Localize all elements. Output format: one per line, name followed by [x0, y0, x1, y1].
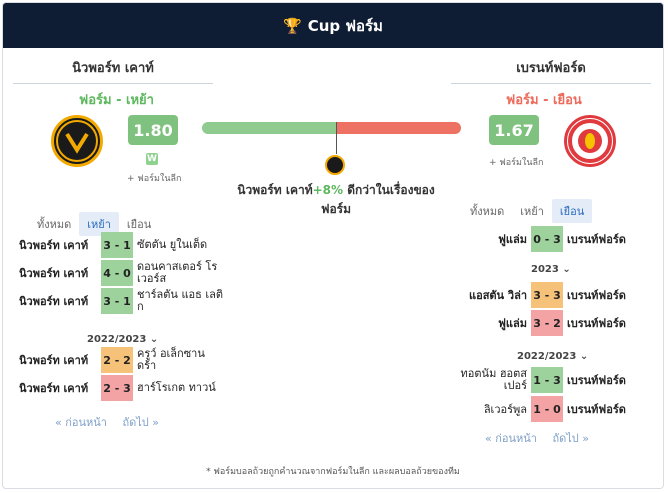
prev-page-link[interactable]: « ก่อนหน้า — [485, 432, 537, 445]
match-row[interactable]: แอสตัน วิล่า 3 - 3 เบรนท์ฟอร์ด — [455, 282, 626, 308]
away-form-label: ฟอร์ม - เยือน — [506, 93, 582, 108]
match-home: นิวพอร์ท เคาท์ — [19, 354, 89, 367]
match-opponent: ดอนคาสเตอร์ โรเวอร์ส — [137, 260, 218, 285]
match-home: นิวพอร์ท เคาท์ — [19, 239, 89, 252]
match-row[interactable]: นิวพอร์ท เคาท์ 3 - 1 ชาร์ลตัน แอธ เลติก — [19, 288, 227, 314]
match-row[interactable]: นิวพอร์ท เคาท์ 3 - 1 ซัตตัน ยูในเต็ด — [19, 232, 227, 258]
verdict-pct: +8% — [312, 183, 344, 197]
next-page-link[interactable]: ถัดไป » — [552, 432, 590, 445]
away-team-logo — [564, 115, 616, 167]
verdict-text: ดีกว่าในเรื่องของ — [343, 183, 435, 197]
match-home: ฟูแล่ม — [498, 233, 527, 246]
home-team-name: นิวพอร์ท เคาท์ — [13, 57, 213, 84]
tab-all[interactable]: ทั้งหมด — [470, 205, 505, 218]
footnote: * ฟอร์มบอลถ้วยถูกคำนวณจากฟอร์มในลีก และผ… — [206, 467, 460, 477]
chevron-down-icon: ⌄ — [149, 334, 159, 345]
bar-divider — [336, 122, 337, 154]
match-home: แอสตัน วิล่า — [469, 289, 527, 302]
match-opponent: ฮาร์โรเกต ทาวน์ — [137, 381, 216, 394]
cup-form-card: 🏆 Cup ฟอร์ม นิวพอร์ท เคาท์ เบรนท์ฟอร์ด ฟ… — [2, 2, 664, 489]
match-row[interactable]: นิวพอร์ท เคาท์ 2 - 3 ฮาร์โรเกต ทาวน์ — [19, 375, 227, 401]
home-team-logo — [51, 115, 103, 167]
match-score: 1 - 0 — [531, 396, 563, 422]
match-opponent: ซัตตัน ยูในเต็ด — [137, 238, 208, 251]
home-filter-tabs: ทั้งหมด เหย้า เยือน — [29, 212, 159, 236]
match-score: 3 - 1 — [101, 288, 133, 314]
match-away: เบรนท์ฟอร์ด — [567, 317, 626, 330]
match-opponent: ชาร์ลตัน แอธ เลติก — [137, 288, 224, 313]
chevron-down-icon: ⌄ — [562, 264, 571, 275]
match-row[interactable]: นิวพอร์ท เคาท์ 2 - 2 ครูว์ อเล็กซาน ดร้า — [19, 347, 227, 373]
prev-page-link[interactable]: « ก่อนหน้า — [55, 416, 107, 429]
season-header[interactable]: 2022/2023 ⌄ — [517, 351, 588, 362]
match-score: 2 - 3 — [101, 375, 133, 401]
away-pager: « ก่อนหน้า ถัดไป » — [479, 429, 595, 447]
tab-away[interactable]: เยือน — [126, 218, 152, 231]
match-away: เบรนท์ฟอร์ด — [567, 403, 626, 416]
match-score: 1 - 3 — [531, 367, 563, 393]
match-home: นิวพอร์ท เคาท์ — [19, 382, 89, 395]
away-league-form-link[interactable]: + ฟอร์มในลีก — [489, 158, 544, 168]
home-pager: « ก่อนหน้า ถัดไป » — [49, 413, 165, 431]
season-header[interactable]: 2022/2023 ⌄ — [87, 334, 158, 345]
chevron-down-icon: ⌄ — [579, 351, 589, 362]
match-row[interactable]: ฟูแล่ม 0 - 3 เบรนท์ฟอร์ด — [455, 226, 626, 252]
home-league-form-badge: W — [146, 153, 158, 165]
home-league-form-link[interactable]: + ฟอร์มในลีก — [127, 174, 182, 184]
match-opponent: ครูว์ อเล็กซาน ดร้า — [137, 347, 205, 372]
match-score: 4 - 0 — [101, 260, 133, 286]
card-header: 🏆 Cup ฟอร์ม — [3, 3, 663, 48]
match-score: 3 - 3 — [531, 282, 563, 308]
season-label: 2022/2023 — [87, 334, 147, 345]
season-label: 2023 — [531, 264, 559, 275]
away-filter-tabs: ทั้งหมด เหย้า เยือน — [462, 199, 593, 223]
trophy-icon: 🏆 — [283, 16, 302, 35]
match-row[interactable]: ลิเวอร์พูล 1 - 0 เบรนท์ฟอร์ด — [455, 396, 626, 422]
tab-away[interactable]: เยือน — [551, 199, 593, 223]
match-score: 0 - 3 — [531, 226, 563, 252]
match-row[interactable]: นิวพอร์ท เคาท์ 4 - 0 ดอนคาสเตอร์ โรเวอร์… — [19, 260, 227, 286]
match-row[interactable]: ทอตนัม ฮอตส เปอร์ 1 - 3 เบรนท์ฟอร์ด — [455, 367, 626, 393]
home-form-label: ฟอร์ม - เหย้า — [79, 93, 154, 108]
away-team-name: เบรนท์ฟอร์ด — [451, 57, 651, 84]
form-verdict: นิวพอร์ท เคาท์+8% ดีกว่าในเรื่องของ ฟอร์… — [223, 181, 449, 219]
season-label: 2022/2023 — [517, 351, 577, 362]
next-page-link[interactable]: ถัดไป » — [122, 416, 160, 429]
away-rating: 1.67 — [489, 115, 539, 145]
match-score: 2 - 2 — [101, 347, 133, 373]
match-home: นิวพอร์ท เคาท์ — [19, 267, 89, 280]
verdict-team: นิวพอร์ท เคาท์ — [237, 183, 313, 197]
away-form-bar — [337, 122, 461, 134]
match-score: 3 - 1 — [101, 232, 133, 258]
season-header[interactable]: 2023 ⌄ — [531, 264, 571, 275]
home-rating: 1.80 — [128, 115, 178, 145]
card-title: Cup ฟอร์ม — [307, 16, 383, 35]
match-away: เบรนท์ฟอร์ด — [567, 289, 626, 302]
home-form-bar — [202, 122, 337, 134]
match-row[interactable]: ฟูแล่ม 3 - 2 เบรนท์ฟอร์ด — [455, 310, 626, 336]
leader-team-logo — [325, 155, 345, 175]
match-home: ทอตนัม ฮอตส เปอร์ — [460, 367, 527, 392]
match-away: เบรนท์ฟอร์ด — [567, 233, 626, 246]
match-home: นิวพอร์ท เคาท์ — [19, 295, 89, 308]
tab-all[interactable]: ทั้งหมด — [37, 218, 72, 231]
verdict-text2: ฟอร์ม — [320, 202, 352, 216]
match-score: 3 - 2 — [531, 310, 563, 336]
match-home: ฟูแล่ม — [498, 317, 527, 330]
tab-home[interactable]: เหย้า — [520, 205, 544, 218]
match-away: เบรนท์ฟอร์ด — [567, 374, 626, 387]
match-home: ลิเวอร์พูล — [483, 403, 527, 416]
